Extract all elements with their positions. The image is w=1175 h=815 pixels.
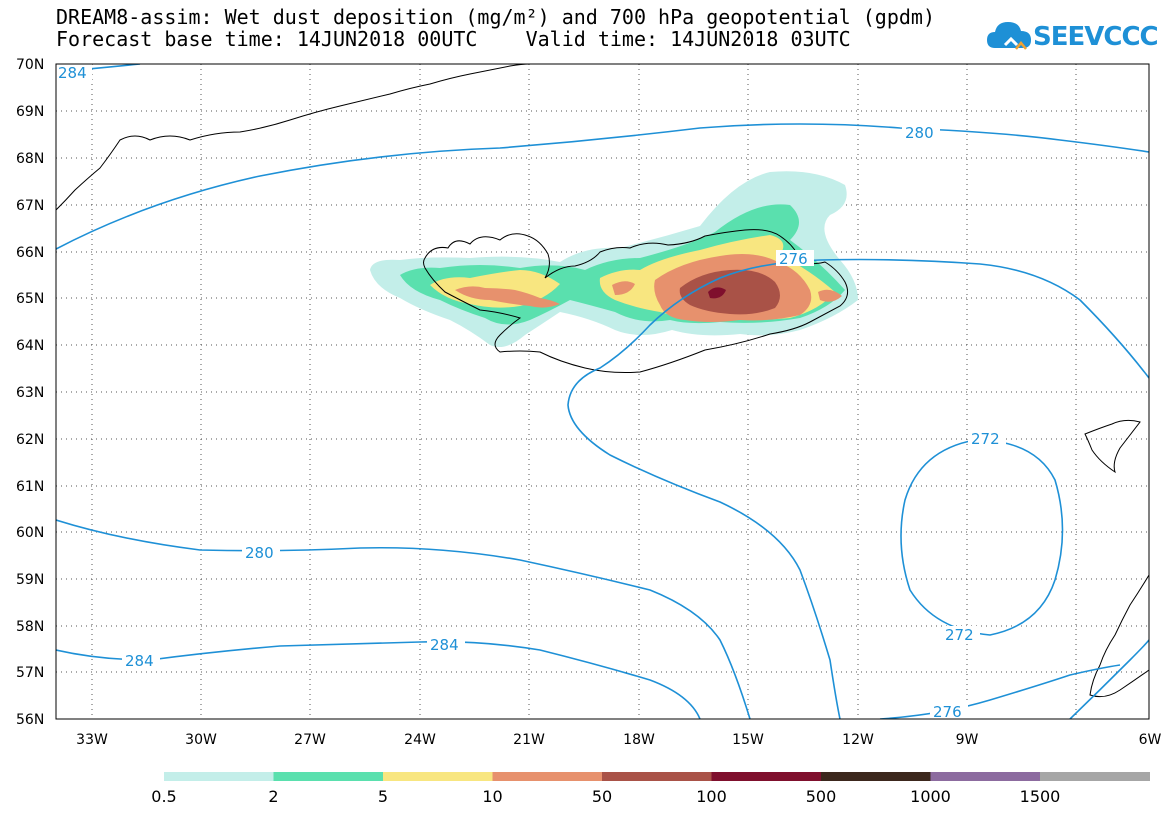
lat-axis: 70N 69N 68N 67N 66N 65N 64N 63N 62N 61N … [16,57,44,728]
legend-swatch [164,772,274,781]
scotland-coastline [1089,574,1149,698]
contour-label-280-south: 280 [245,544,274,562]
contour-label-276-south: 276 [933,703,962,721]
legend-label: 1500 [1020,787,1061,806]
lon-tick-label: 9W [956,732,979,748]
legend-swatch [383,772,493,781]
lon-tick-label: 27W [294,732,326,748]
contour-276-iceland [567,258,1149,719]
contour-280-north [56,123,1149,250]
seevccc-logo: SEEVCCC [985,18,1159,58]
lon-tick-label: 18W [623,732,655,748]
geopotential-contours [56,64,1149,719]
lat-tick-label: 69N [16,104,44,120]
contour-label-280-north: 280 [905,124,934,142]
chart-subtitle: Forecast base time: 14JUN2018 00UTC Vali… [56,27,851,51]
chart-title: DREAM8-assim: Wet dust deposition (mg/m²… [56,5,935,29]
contour-276-east [1069,639,1149,719]
greenland-coastline [56,64,531,211]
iceland-coastline [423,229,849,373]
lon-axis: 33W 30W 27W 24W 21W 18W 15W 12W 9W 6W [76,732,1161,748]
lat-tick-label: 59N [16,572,44,588]
coastlines [56,64,1149,698]
contour-280-south [56,519,751,719]
lat-tick-label: 56N [16,712,44,728]
lon-tick-label: 12W [842,732,874,748]
legend-label: 0.5 [151,787,176,806]
contour-label-284-top: 284 [58,64,87,82]
map-background [56,64,1149,719]
lat-tick-label: 63N [16,385,44,401]
contour-label-272-bottom: 272 [945,626,974,644]
legend-label: 100 [696,787,727,806]
legend-label: 10 [482,787,502,806]
map-frame [55,63,1150,720]
contour-272 [900,439,1064,636]
faroe-coastline [1084,419,1141,474]
contour-labels: 284 280 276 272 272 280 284 284 276 [56,64,1006,721]
legend-label: 500 [806,787,837,806]
lat-tick-label: 67N [16,198,44,214]
legend-swatch [1040,772,1150,781]
grid-lines [56,64,1149,719]
contour-label-284-south-mid: 284 [430,636,459,654]
lat-tick-label: 64N [16,338,44,354]
lon-tick-label: 33W [76,732,108,748]
lat-tick-label: 68N [16,151,44,167]
legend-label: 50 [592,787,612,806]
legend-swatch [821,772,931,781]
color-legend: 0.5 2 5 10 50 100 500 1000 1500 [151,772,1150,806]
dust-deposition-field [370,171,858,348]
deposition-50 [679,269,780,315]
contour-label-284-south-left: 284 [125,652,154,670]
lat-tick-label: 57N [16,665,44,681]
lat-tick-label: 65N [16,291,44,307]
legend-swatch [930,772,1041,781]
legend-swatch [711,772,822,781]
legend-label: 5 [378,787,388,806]
logo-text: SEEVCCC [1033,22,1159,52]
lat-tick-label: 58N [16,619,44,635]
legend-label: 2 [268,787,278,806]
legend-label: 1000 [910,787,951,806]
lon-tick-label: 6W [1139,732,1162,748]
lat-tick-label: 70N [16,57,44,73]
cloud-icon [987,22,1031,50]
lat-tick-label: 60N [16,525,44,541]
lon-tick-label: 30W [185,732,217,748]
lat-tick-label: 62N [16,432,44,448]
lat-tick-label: 66N [16,245,44,261]
lon-tick-label: 15W [732,732,764,748]
legend-swatch [273,772,384,781]
lat-tick-label: 61N [16,479,44,495]
deposition-100 [708,287,726,299]
legend-swatch [492,772,603,781]
lon-tick-label: 21W [513,732,545,748]
legend-swatch [602,772,712,781]
contour-label-276-iceland: 276 [779,250,808,268]
contour-label-272-top: 272 [971,430,1000,448]
lon-tick-label: 24W [404,732,436,748]
